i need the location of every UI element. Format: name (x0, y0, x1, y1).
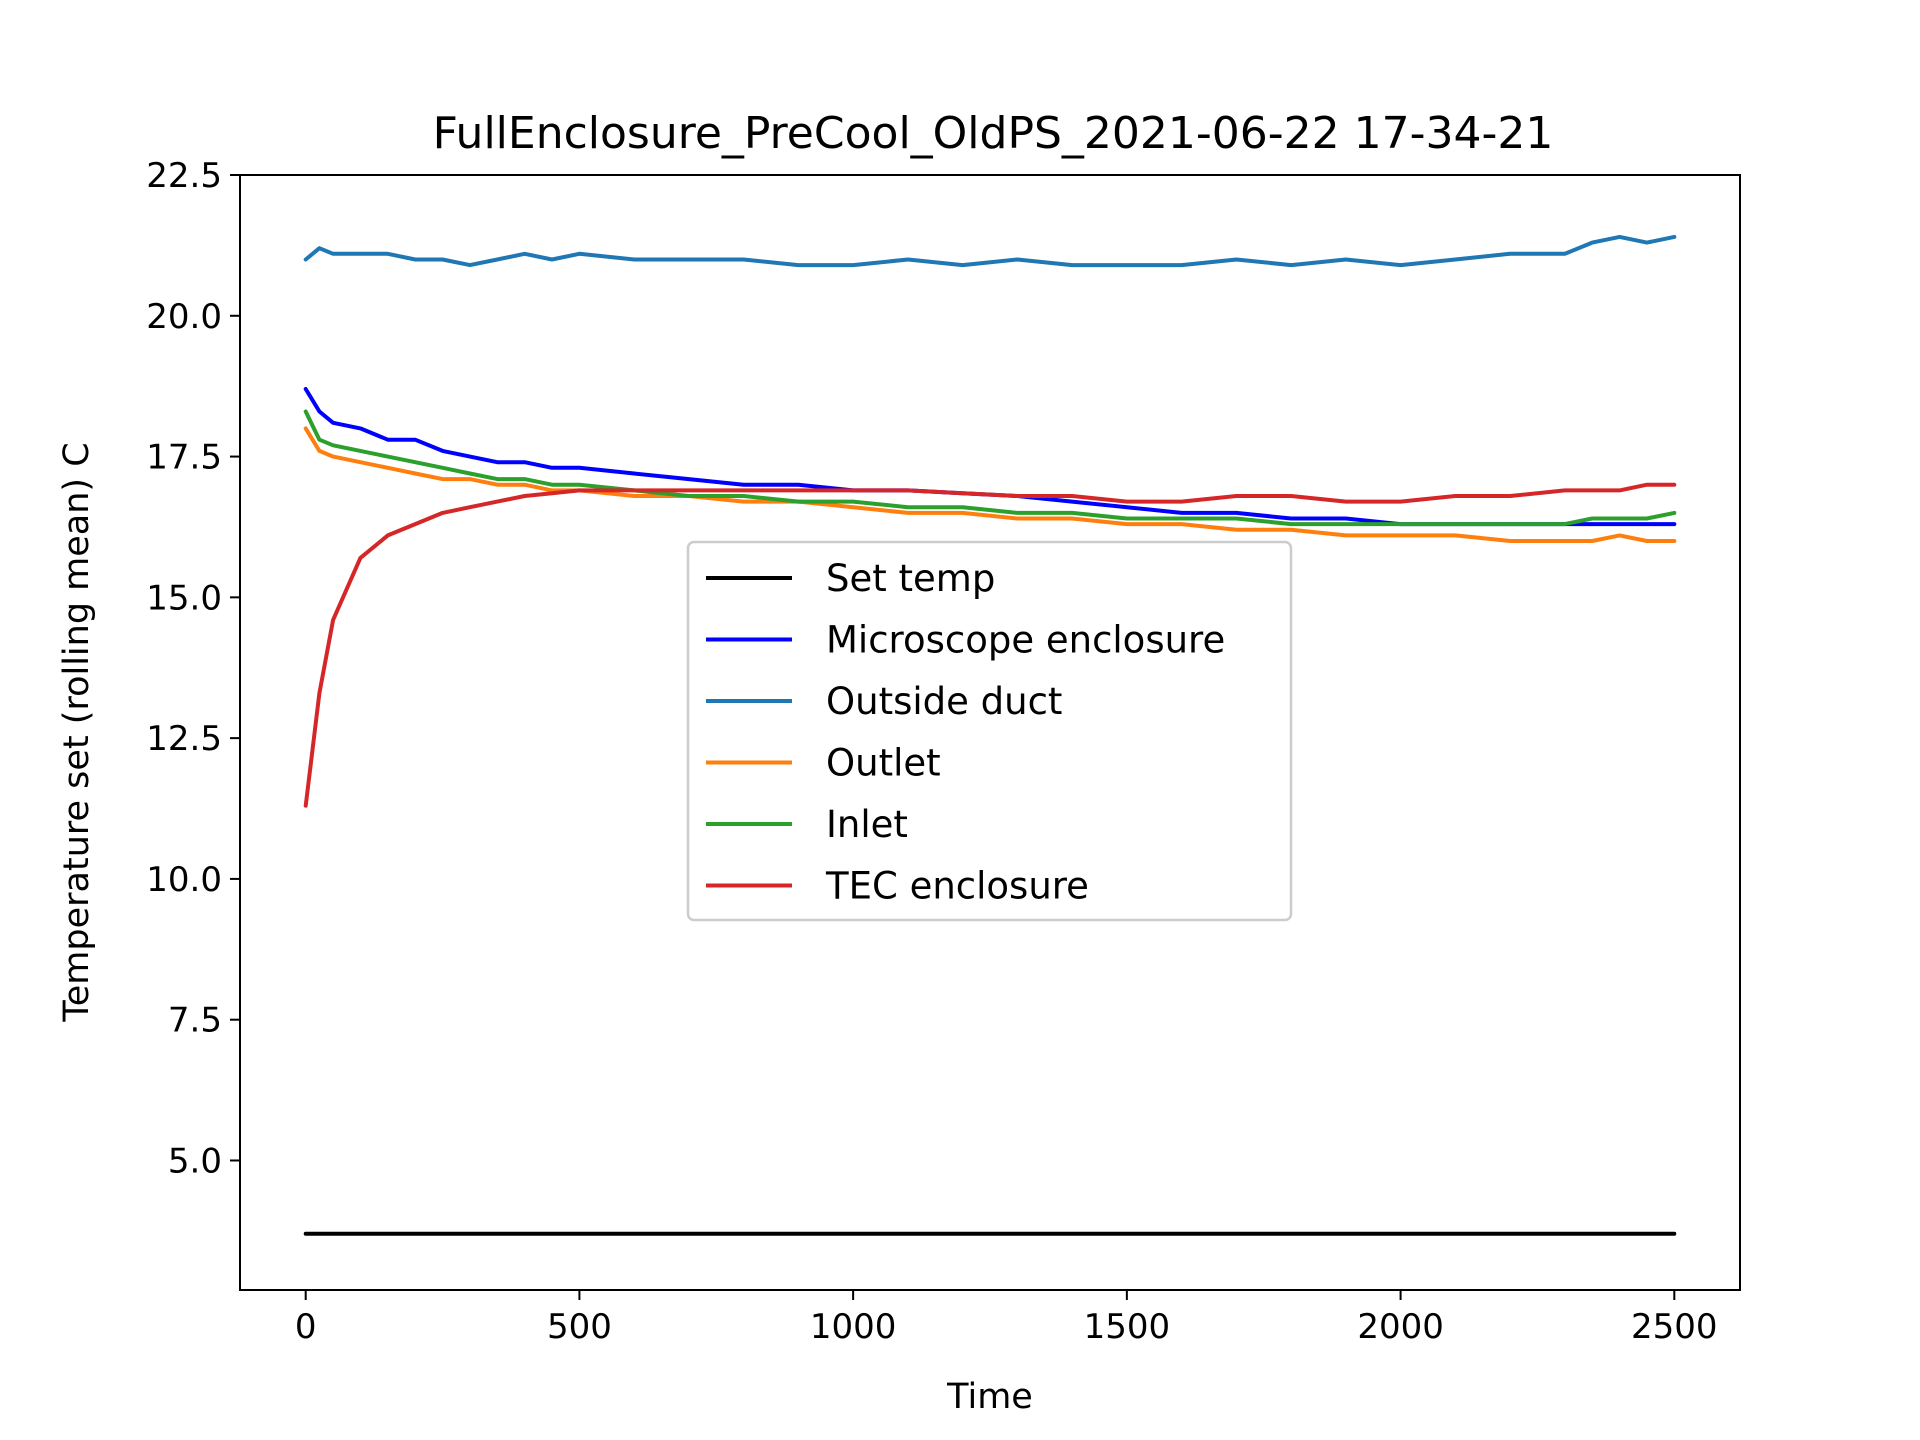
x-tick-label-1: 500 (547, 1307, 612, 1347)
legend-label-2: Outside duct (826, 680, 1062, 723)
y-tick-label-6: 20.0 (146, 297, 222, 337)
x-axis-label: Time (946, 1377, 1033, 1417)
series-line-4 (303, 409, 1677, 527)
x-tick-label-5: 2500 (1631, 1307, 1718, 1347)
legend-label-4: Inlet (826, 803, 908, 846)
x-axis-ticks: 0 500 1000 1500 2000 2500 (295, 1290, 1718, 1347)
legend-frame (686, 540, 1293, 922)
y-tick-label-5: 17.5 (146, 438, 222, 478)
x-tick-label-0: 0 (295, 1307, 317, 1347)
legend-label-3: Outlet (826, 742, 941, 785)
legend-label-0: Set temp (826, 557, 995, 600)
y-tick-label-1: 7.5 (168, 1001, 222, 1041)
series-line-2 (303, 234, 1677, 268)
y-axis-label: Temperature set (rolling mean) C (57, 442, 97, 1022)
legend: Set temp Microscope enclosure Outside duct… (686, 540, 1293, 922)
chart-title: FullEnclosure_PreCool_OldPS_2021-06-22 1… (433, 108, 1554, 159)
y-tick-label-4: 15.0 (146, 578, 222, 618)
y-tick-label-3: 12.5 (146, 719, 222, 759)
legend-label-1: Microscope enclosure (826, 619, 1225, 662)
series-line-5 (303, 482, 1677, 808)
y-axis-ticks: 5.0 7.5 10.0 12.5 15.0 17.5 20.0 22.5 (146, 156, 240, 1181)
y-tick-label-0: 5.0 (168, 1141, 222, 1181)
legend-label-5: TEC enclosure (825, 865, 1089, 908)
x-tick-label-2: 1000 (810, 1307, 897, 1347)
series-line-3 (303, 426, 1677, 543)
x-tick-label-3: 1500 (1084, 1307, 1171, 1347)
plot-area-frame (239, 174, 1741, 1291)
y-tick-label-2: 10.0 (146, 860, 222, 900)
plot-lines (303, 234, 1677, 1236)
y-tick-label-7: 22.5 (146, 156, 222, 196)
x-tick-label-4: 2000 (1357, 1307, 1444, 1347)
